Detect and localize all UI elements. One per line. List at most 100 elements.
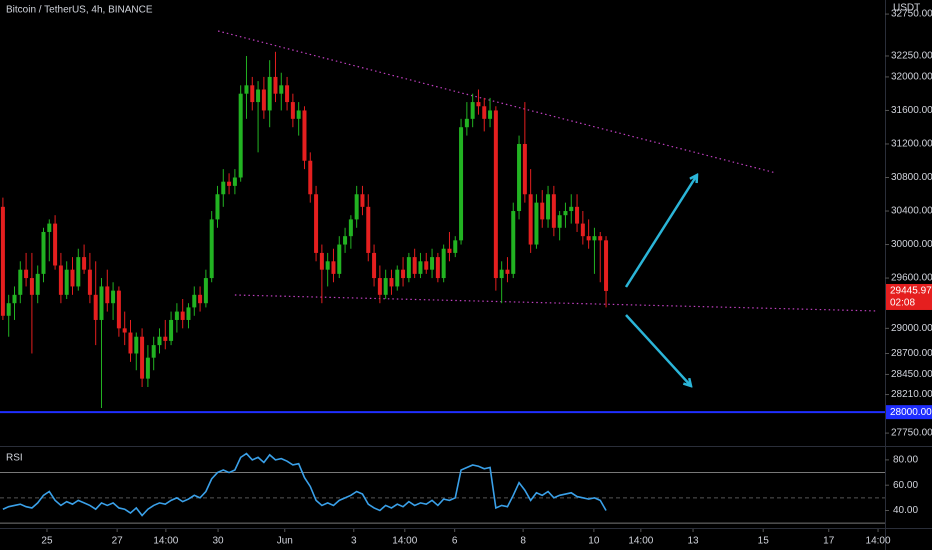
candle-body — [348, 219, 353, 237]
candle-body — [64, 269, 69, 295]
candle-body — [12, 294, 17, 304]
candle-body — [192, 294, 197, 308]
candle-body — [441, 248, 446, 279]
x-tick-label: Jun — [277, 536, 293, 547]
candle-body — [163, 336, 168, 341]
countdown-label: 02:08 — [890, 298, 915, 309]
candle-body — [111, 290, 116, 304]
x-tick-label: 8 — [520, 536, 526, 547]
candle-body — [464, 118, 469, 128]
candle-body — [140, 336, 145, 379]
y-tick-label: 29600.00 — [891, 273, 932, 284]
y-tick-label: 29000.00 — [891, 323, 932, 334]
candle-body — [24, 269, 29, 279]
rsi-tick-label: 80.00 — [893, 455, 918, 466]
candle-body — [0, 206, 5, 316]
x-tick-label: 27 — [112, 536, 124, 547]
candle-body — [511, 211, 516, 274]
candle-body — [18, 269, 23, 295]
last-price-label: 29445.97 — [890, 286, 932, 297]
candle-body — [302, 110, 307, 161]
candle-body — [227, 181, 232, 186]
candle-body — [238, 93, 243, 178]
y-tick-label: 28450.00 — [891, 369, 932, 380]
arrow-up — [624, 175, 697, 288]
candle-body — [221, 181, 226, 195]
candle-body — [174, 311, 179, 320]
candle-body — [314, 194, 319, 253]
candle-body — [58, 265, 63, 295]
candle-body — [540, 202, 545, 220]
candle-body — [377, 278, 382, 295]
candle-body — [424, 261, 429, 270]
rsi-line — [2, 452, 607, 517]
y-tick-label: 30400.00 — [891, 206, 932, 217]
candle-body — [70, 269, 75, 287]
candle-body — [279, 85, 284, 94]
candle-body — [157, 336, 162, 346]
candle-body — [319, 252, 324, 270]
candle-body — [250, 85, 255, 103]
candle-body — [551, 194, 556, 228]
candle-body — [343, 236, 348, 245]
y-tick-label: 30000.00 — [891, 239, 932, 250]
candle-body — [53, 223, 58, 266]
y-tick-label: 28210.00 — [891, 389, 932, 400]
x-tick-label: 14:00 — [628, 536, 653, 547]
candle-body — [122, 328, 127, 333]
candle-body — [308, 160, 313, 195]
last-price-bg — [886, 283, 932, 310]
candle-body — [273, 76, 278, 94]
x-tick-label: 17 — [823, 536, 835, 547]
y-tick-label: 27750.00 — [891, 428, 932, 439]
candle-body — [476, 102, 481, 107]
candle-body — [290, 102, 295, 119]
candle-body — [517, 143, 522, 212]
candle-body — [389, 278, 394, 287]
candle-body — [116, 290, 121, 329]
x-tick-label: 14:00 — [392, 536, 417, 547]
candle-body — [325, 261, 330, 270]
y-tick-label: 32750.00 — [891, 9, 932, 20]
candle-body — [209, 219, 214, 279]
candle-body — [47, 223, 52, 232]
candle-body — [244, 85, 249, 94]
candle-body — [29, 278, 34, 295]
candle-body — [598, 236, 603, 241]
y-tick-label: 32000.00 — [891, 72, 932, 83]
candle-body — [256, 89, 261, 103]
candle-body — [395, 269, 400, 287]
candle-body — [76, 257, 81, 287]
candle-body — [563, 211, 568, 216]
candle-body — [453, 240, 458, 253]
candle-body — [331, 261, 336, 274]
candle-body — [522, 143, 527, 195]
x-tick-label: 25 — [41, 536, 53, 547]
candle-body — [586, 236, 591, 241]
candle-body — [180, 311, 185, 320]
candle-body — [366, 206, 371, 253]
candle-body — [499, 269, 504, 279]
candle-body — [261, 89, 266, 111]
candle-body — [430, 257, 435, 270]
x-tick-label: 10 — [588, 536, 600, 547]
level-label-bg — [886, 405, 932, 420]
candle-body — [592, 236, 597, 241]
y-tick-label: 30800.00 — [891, 172, 932, 183]
trendline — [234, 294, 879, 312]
chart-title: Bitcoin / TetherUS, 4h, BINANCE — [6, 5, 153, 16]
candle-body — [482, 106, 487, 119]
candle-body — [337, 244, 342, 274]
x-tick-label: 15 — [758, 536, 770, 547]
trendline — [217, 30, 777, 174]
candle-body — [534, 202, 539, 245]
currency-label: USDT — [893, 3, 920, 14]
rsi-title: RSI — [6, 453, 23, 464]
x-tick-label: 30 — [212, 536, 224, 547]
candle-body — [418, 261, 423, 274]
candle-body — [99, 286, 104, 320]
y-tick-label: 32250.00 — [891, 51, 932, 62]
